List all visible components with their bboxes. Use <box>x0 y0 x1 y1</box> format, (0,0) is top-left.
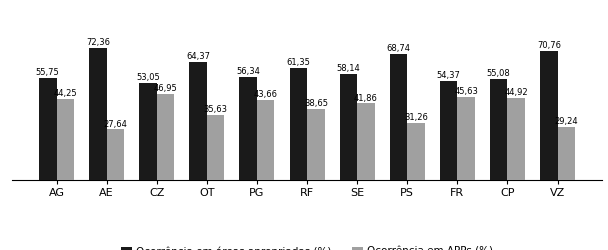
Text: 53,05: 53,05 <box>136 73 160 82</box>
Bar <box>207 115 224 180</box>
Text: 64,37: 64,37 <box>186 52 210 61</box>
Text: 58,14: 58,14 <box>336 64 361 73</box>
Bar <box>440 80 457 180</box>
Bar <box>57 99 74 180</box>
Bar <box>257 100 274 180</box>
Bar <box>89 48 106 180</box>
Bar <box>240 77 257 180</box>
Bar <box>340 74 357 180</box>
Text: 56,34: 56,34 <box>237 67 260 76</box>
Text: 55,75: 55,75 <box>36 68 60 77</box>
Bar <box>407 123 425 180</box>
Bar <box>189 62 207 180</box>
Text: 38,65: 38,65 <box>304 100 328 108</box>
Text: 68,74: 68,74 <box>387 44 410 53</box>
Bar <box>307 109 325 180</box>
Bar <box>540 50 558 180</box>
Bar <box>457 96 475 180</box>
Text: 29,24: 29,24 <box>554 116 578 126</box>
Text: 72,36: 72,36 <box>86 38 110 47</box>
Bar <box>139 83 157 180</box>
Text: 70,76: 70,76 <box>537 41 561 50</box>
Text: 43,66: 43,66 <box>254 90 278 99</box>
Bar <box>357 104 375 180</box>
Bar <box>39 78 57 180</box>
Bar <box>390 54 407 180</box>
Bar <box>157 94 174 180</box>
Text: 54,37: 54,37 <box>437 71 460 80</box>
Text: 31,26: 31,26 <box>404 113 428 122</box>
Bar <box>289 68 307 180</box>
Text: 55,08: 55,08 <box>487 69 511 78</box>
Text: 45,63: 45,63 <box>454 86 478 96</box>
Text: 44,25: 44,25 <box>54 89 77 98</box>
Legend: Ocorrência em áreas apropriadas (%), Ocorrência em APPs (%): Ocorrência em áreas apropriadas (%), Oco… <box>117 242 497 250</box>
Text: 46,95: 46,95 <box>154 84 178 93</box>
Bar <box>508 98 525 180</box>
Bar <box>558 126 575 180</box>
Text: 41,86: 41,86 <box>354 94 378 102</box>
Bar <box>490 79 508 180</box>
Bar <box>106 130 124 180</box>
Text: 61,35: 61,35 <box>286 58 310 67</box>
Text: 27,64: 27,64 <box>103 120 127 128</box>
Text: 35,63: 35,63 <box>204 105 227 114</box>
Text: 44,92: 44,92 <box>505 88 528 97</box>
